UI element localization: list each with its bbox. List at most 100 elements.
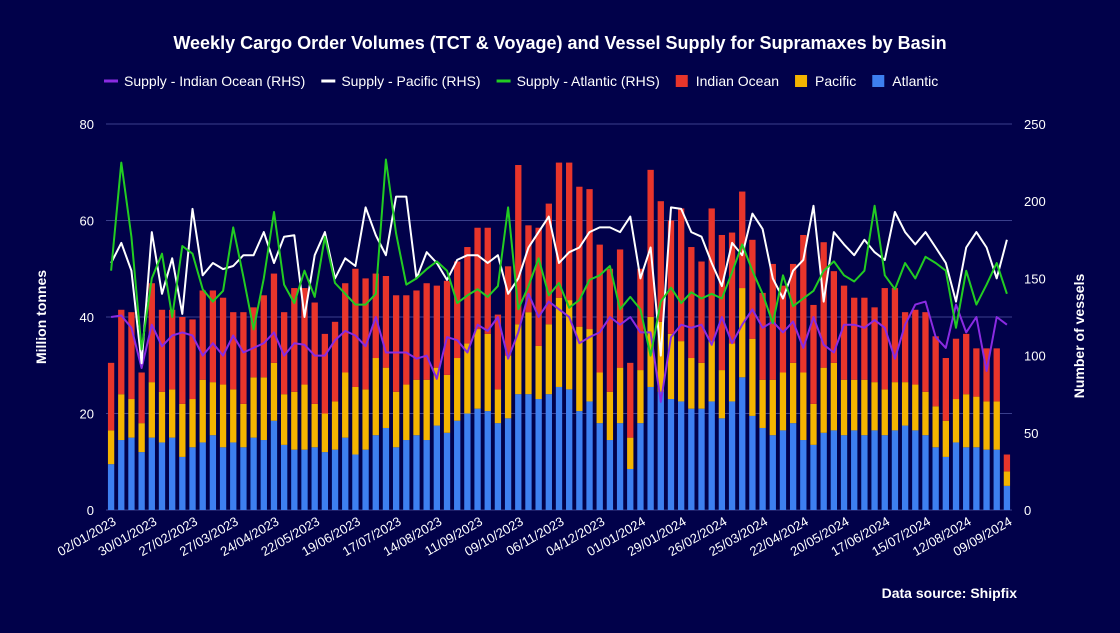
bar-indian-ocean bbox=[576, 186, 583, 327]
bar-pacific bbox=[484, 333, 491, 412]
bar-pacific bbox=[555, 297, 563, 387]
bar-series bbox=[107, 162, 1011, 510]
bar-atlantic bbox=[820, 432, 827, 510]
bar-indian-ocean bbox=[474, 227, 481, 330]
bar-atlantic bbox=[576, 411, 583, 510]
bar-pacific bbox=[138, 423, 145, 453]
bar-atlantic bbox=[596, 423, 603, 510]
bar-indian-ocean bbox=[810, 304, 817, 404]
bar-indian-ocean bbox=[779, 285, 787, 373]
bar-pacific bbox=[331, 401, 339, 450]
bar-pacific bbox=[464, 343, 471, 414]
legend-label: Indian Ocean bbox=[696, 73, 779, 89]
bar-pacific bbox=[270, 362, 278, 421]
bar-pacific bbox=[800, 372, 807, 441]
bar-atlantic bbox=[800, 440, 807, 510]
legend-label: Supply - Atlantic (RHS) bbox=[517, 73, 660, 89]
bar-pacific bbox=[423, 379, 430, 441]
bar-atlantic bbox=[952, 442, 960, 510]
bar-atlantic bbox=[718, 418, 726, 510]
bar-indian-ocean bbox=[321, 333, 329, 414]
bar-atlantic bbox=[983, 449, 990, 510]
legend: Supply - Indian Ocean (RHS) Supply - Paci… bbox=[104, 73, 938, 89]
bar-pacific bbox=[678, 341, 685, 402]
data-source-note: Data source: Shipfix bbox=[882, 585, 1018, 601]
bar-pacific bbox=[616, 367, 624, 424]
bar-indian-ocean bbox=[932, 336, 939, 407]
bar-pacific bbox=[627, 437, 634, 469]
bar-pacific bbox=[474, 329, 481, 409]
bar-indian-ocean bbox=[260, 295, 267, 378]
legend-swatch-box bbox=[675, 75, 688, 87]
bar-indian-ocean bbox=[148, 283, 155, 383]
bar-atlantic bbox=[861, 435, 868, 510]
bar-atlantic bbox=[535, 399, 542, 510]
bar-atlantic bbox=[789, 423, 797, 510]
bar-pacific bbox=[209, 382, 217, 436]
bar-indian-ocean bbox=[963, 333, 970, 395]
bar-atlantic bbox=[606, 440, 614, 510]
y-tick-label: 0 bbox=[87, 503, 94, 518]
bar-atlantic bbox=[963, 447, 970, 510]
bar-atlantic bbox=[830, 430, 838, 510]
bar-indian-ocean bbox=[515, 165, 522, 325]
bar-pacific bbox=[759, 379, 766, 428]
bar-atlantic bbox=[250, 437, 257, 510]
bar-indian-ocean bbox=[230, 312, 237, 390]
bar-atlantic bbox=[464, 413, 471, 510]
bar-pacific bbox=[118, 394, 125, 441]
bar-indian-ocean bbox=[118, 309, 125, 395]
bar-atlantic bbox=[474, 408, 481, 510]
bar-pacific bbox=[586, 329, 593, 402]
bar-pacific bbox=[219, 384, 227, 448]
bar-indian-ocean bbox=[942, 358, 949, 421]
bar-pacific bbox=[189, 399, 196, 448]
y2-tick-label: 250 bbox=[1024, 117, 1046, 132]
bar-pacific bbox=[830, 362, 838, 431]
bar-indian-ocean bbox=[138, 372, 145, 424]
bar-pacific bbox=[260, 377, 267, 441]
bar-pacific bbox=[667, 333, 675, 400]
bar-pacific bbox=[861, 379, 868, 436]
legend-label: Supply - Indian Ocean (RHS) bbox=[124, 73, 305, 89]
bar-atlantic bbox=[769, 435, 776, 510]
bar-pacific bbox=[963, 394, 970, 448]
bar-atlantic bbox=[301, 449, 308, 510]
bar-atlantic bbox=[169, 437, 176, 510]
bar-pacific bbox=[372, 358, 379, 436]
bar-indian-ocean bbox=[637, 268, 644, 371]
y2-tick-label: 100 bbox=[1024, 349, 1046, 364]
bar-indian-ocean bbox=[199, 290, 206, 380]
bar-indian-ocean bbox=[454, 261, 461, 359]
bar-pacific bbox=[728, 343, 736, 402]
bar-indian-ocean bbox=[993, 348, 1000, 402]
bar-indian-ocean bbox=[566, 162, 573, 301]
bar-indian-ocean bbox=[545, 203, 552, 325]
bar-atlantic bbox=[586, 401, 593, 510]
bar-atlantic bbox=[739, 377, 746, 510]
bar-atlantic bbox=[555, 386, 563, 510]
bar-pacific bbox=[657, 321, 664, 392]
bar-pacific bbox=[769, 379, 776, 436]
bar-atlantic bbox=[199, 442, 206, 510]
bar-indian-ocean bbox=[128, 312, 135, 400]
bar-atlantic bbox=[616, 423, 624, 510]
bar-atlantic bbox=[280, 444, 288, 510]
bar-pacific bbox=[901, 382, 909, 426]
bar-indian-ocean bbox=[413, 290, 420, 380]
bar-indian-ocean bbox=[423, 283, 430, 380]
bar-atlantic bbox=[209, 435, 217, 510]
bar-indian-ocean bbox=[678, 208, 685, 342]
legend-swatch-box bbox=[795, 75, 808, 87]
bar-atlantic bbox=[627, 468, 634, 510]
bar-pacific bbox=[515, 324, 522, 395]
bar-pacific bbox=[494, 389, 502, 424]
bar-indian-ocean bbox=[881, 288, 888, 390]
bar-indian-ocean bbox=[311, 302, 318, 404]
bar-atlantic bbox=[128, 437, 135, 510]
bar-pacific bbox=[779, 372, 787, 431]
bar-atlantic bbox=[179, 456, 186, 510]
bar-pacific bbox=[301, 384, 308, 450]
line-supply-indian-ocean-rhs bbox=[110, 292, 1008, 403]
bar-pacific bbox=[606, 391, 614, 441]
